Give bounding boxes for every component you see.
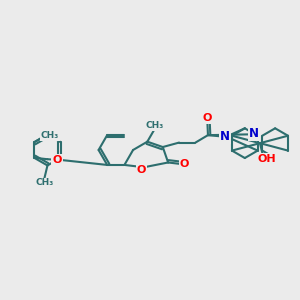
Text: O: O xyxy=(137,165,146,175)
Text: CH₃: CH₃ xyxy=(41,131,59,140)
Text: N: N xyxy=(249,127,259,140)
Text: O: O xyxy=(203,113,212,123)
Text: CH₃: CH₃ xyxy=(146,121,164,130)
Text: O: O xyxy=(179,159,189,169)
Text: CH₃: CH₃ xyxy=(35,178,54,188)
Text: OH: OH xyxy=(257,154,276,164)
Text: N: N xyxy=(220,130,230,143)
Text: O: O xyxy=(52,155,62,165)
